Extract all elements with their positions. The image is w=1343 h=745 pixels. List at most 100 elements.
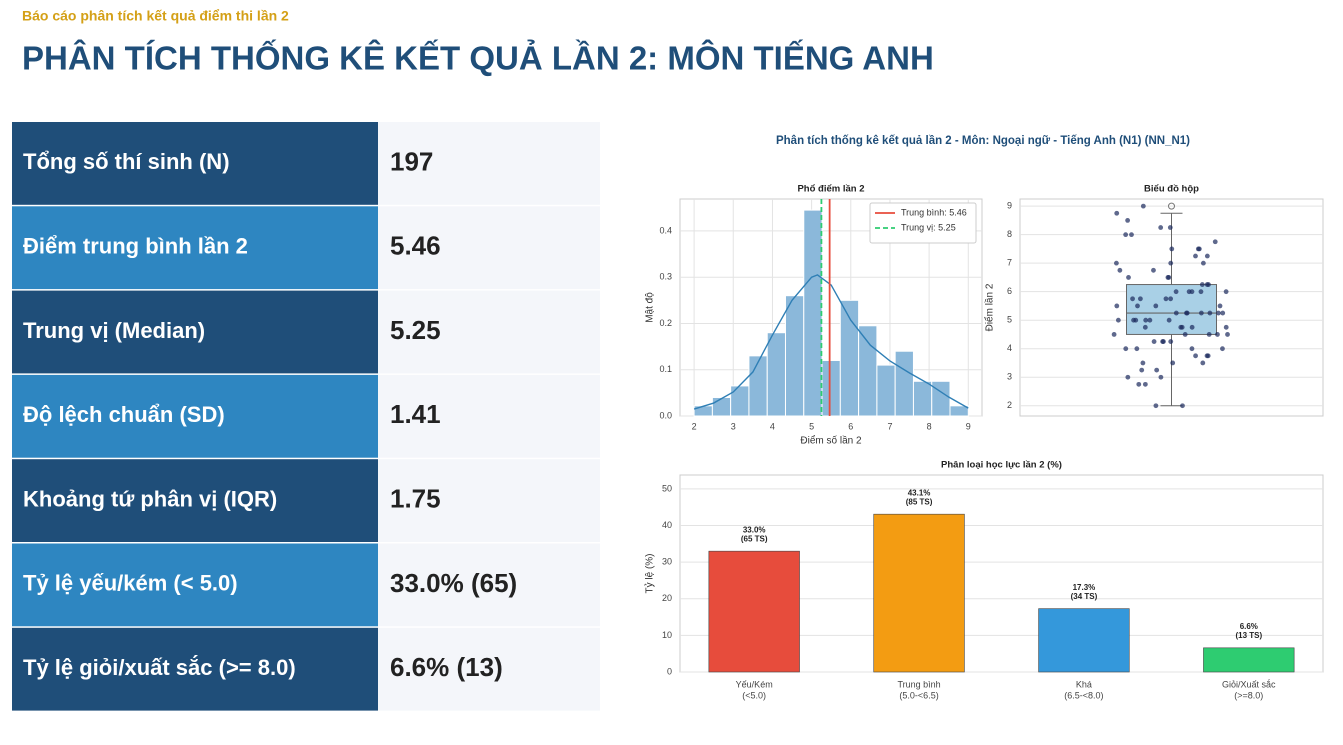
- x-tick-label: Yếu/Kém: [736, 679, 773, 689]
- table-label-cell: [12, 627, 378, 711]
- data-point: [1129, 232, 1134, 238]
- data-point: [1215, 332, 1220, 337]
- y-tick-label: 0.1: [659, 364, 672, 374]
- bar-value-label: 17.3%: [1073, 583, 1096, 592]
- data-point: [1125, 374, 1131, 380]
- x-tick-note: (6.5-<8.0): [1064, 690, 1103, 700]
- y-tick-label: 30: [662, 557, 672, 567]
- table-label: Điểm trung bình lần 2: [23, 234, 248, 259]
- data-point: [1196, 246, 1202, 252]
- data-point: [1193, 353, 1198, 359]
- y-tick-label: 3: [1007, 372, 1012, 382]
- histogram-bar: [931, 380, 951, 417]
- data-point: [1180, 403, 1185, 409]
- table-label: Tỷ lệ giỏi/xuất sắc (>= 8.0): [23, 655, 296, 680]
- x-tick-label: 3: [731, 421, 736, 431]
- bar-value-label: 43.1%: [908, 488, 931, 497]
- data-point: [1153, 303, 1159, 309]
- y-tick-label: 4: [1007, 343, 1012, 353]
- table-label: Tỷ lệ yếu/kém (< 5.0): [23, 571, 238, 596]
- table-label-cell: [12, 374, 378, 458]
- x-tick-note: (5.0-<6.5): [899, 690, 938, 700]
- table-value-cell: [378, 122, 600, 205]
- x-axis-label: Điểm số lần 2: [800, 435, 862, 447]
- table-label: Khoảng tứ phân vị (IQR): [23, 486, 277, 511]
- data-point: [1220, 310, 1226, 316]
- data-point: [1151, 267, 1156, 273]
- data-point: [1212, 239, 1218, 245]
- chart-title: Phổ điểm lần 2: [797, 184, 864, 195]
- histogram-bar: [784, 295, 805, 417]
- table-value-cell: [378, 290, 600, 374]
- x-tick-label: 5: [809, 421, 814, 431]
- data-point: [1216, 310, 1221, 316]
- legend-label: Trung vị: 5.25: [901, 222, 956, 232]
- bar-count-label: (34 TS): [1071, 592, 1098, 601]
- histogram-bar: [730, 385, 750, 417]
- y-tick-label: 0: [667, 666, 672, 676]
- table-value: 1.75: [390, 483, 441, 513]
- table-label-cell: [12, 290, 378, 374]
- bar: [708, 550, 800, 673]
- histogram-bar: [894, 350, 914, 417]
- y-tick-label: 2: [1007, 400, 1012, 410]
- histogram-bar: [949, 405, 969, 417]
- data-point: [1199, 282, 1205, 287]
- data-point: [1130, 296, 1135, 302]
- data-point: [1115, 317, 1121, 323]
- table-value: 33.0% (65): [390, 568, 517, 598]
- data-point: [1158, 374, 1164, 380]
- table-label-cell: [12, 459, 378, 542]
- x-tick-label: 7: [887, 421, 892, 431]
- histogram-bar: [803, 209, 823, 417]
- data-point: [1207, 310, 1213, 316]
- data-point: [1114, 260, 1119, 266]
- data-point: [1198, 289, 1204, 295]
- y-axis-label: Điểm lần 2: [984, 283, 996, 331]
- data-point: [1205, 353, 1211, 359]
- table-value-cell: [378, 543, 600, 627]
- data-point: [1198, 310, 1204, 316]
- y-tick-label: 20: [662, 593, 672, 603]
- data-point: [1223, 289, 1229, 295]
- data-point: [1117, 267, 1123, 273]
- x-tick-label: 6: [848, 421, 853, 431]
- data-point: [1123, 346, 1129, 352]
- data-point: [1133, 317, 1139, 323]
- bar-count-label: (85 TS): [906, 497, 933, 506]
- data-point: [1114, 210, 1120, 216]
- histogram-bar: [711, 396, 732, 417]
- y-tick-label: 0.4: [659, 225, 672, 235]
- outlier: [1168, 202, 1175, 210]
- table-label-cell: [12, 122, 378, 205]
- y-axis-label: Mật độ: [645, 292, 656, 323]
- data-point: [1223, 324, 1229, 330]
- data-point: [1169, 246, 1175, 252]
- data-point: [1225, 332, 1230, 337]
- data-point: [1173, 289, 1179, 295]
- x-tick-label: 2: [692, 421, 697, 431]
- data-point: [1189, 346, 1195, 352]
- y-axis-label: Tỷ lệ (%): [644, 554, 656, 594]
- data-point: [1136, 381, 1142, 387]
- x-tick-label: Giỏi/Xuất sắc: [1222, 679, 1276, 689]
- y-tick-label: 5: [1007, 315, 1012, 325]
- data-point: [1173, 310, 1179, 316]
- bar: [873, 513, 965, 673]
- data-point: [1200, 260, 1206, 266]
- table-value-cell: [378, 374, 600, 458]
- data-point: [1126, 275, 1131, 280]
- data-point: [1189, 324, 1195, 330]
- data-point: [1158, 225, 1164, 230]
- data-point: [1168, 296, 1174, 302]
- y-tick-label: 6: [1007, 286, 1012, 296]
- data-point: [1140, 360, 1146, 366]
- data-point: [1204, 282, 1210, 287]
- data-point: [1140, 203, 1146, 209]
- data-point: [1217, 303, 1223, 309]
- data-point: [1123, 232, 1129, 238]
- histogram-bar: [821, 359, 841, 417]
- bar-count-label: (65 TS): [741, 534, 768, 543]
- data-point: [1166, 275, 1172, 280]
- data-point: [1206, 332, 1212, 337]
